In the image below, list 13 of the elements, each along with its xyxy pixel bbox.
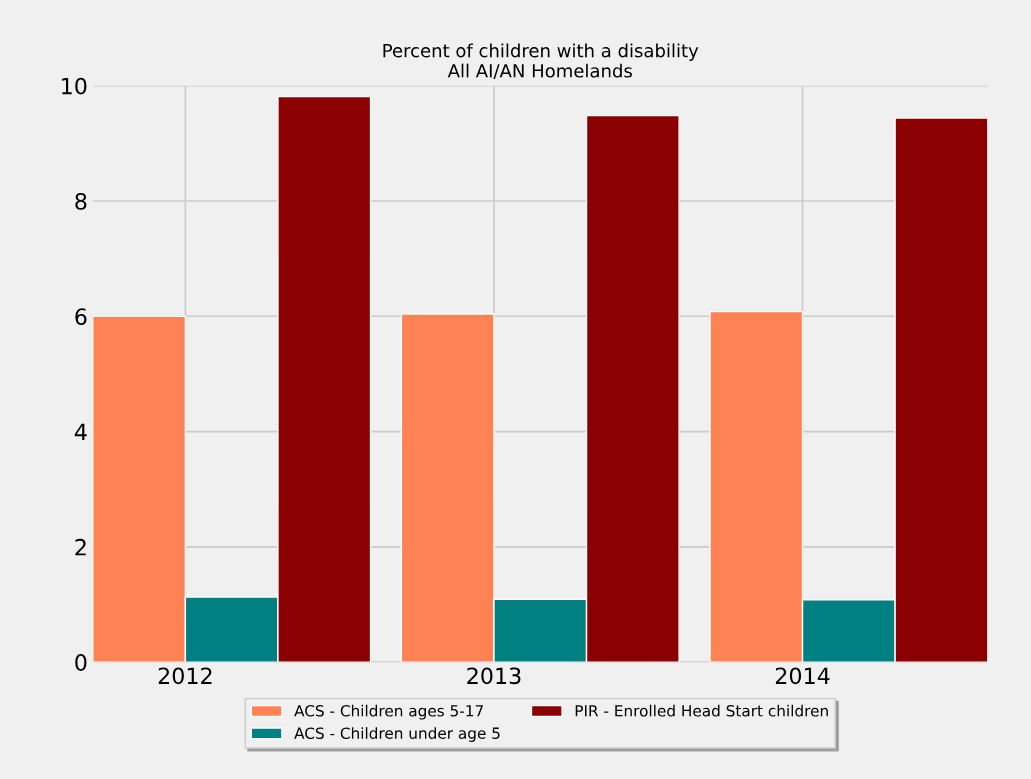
- x-tick-label: 2014: [775, 667, 830, 685]
- y-tick-label: 6: [75, 308, 87, 326]
- y-tick-label: 2: [75, 538, 86, 556]
- y-tick-label: 8: [75, 192, 87, 210]
- x-tick-label: 2012: [158, 667, 212, 685]
- legend-label: ACS - Children under age 5: [294, 727, 500, 742]
- chart-title: Percent of children with a disability All AI/AN Homelands: [383, 43, 699, 80]
- legend-label: PIR - Enrolled Head Start children: [575, 704, 828, 717]
- legend-label: ACS - Children ages 5-17: [294, 704, 483, 720]
- y-tick-label: 4: [74, 423, 87, 441]
- x-tick-label: 2013: [467, 667, 521, 685]
- y-tick-label: 10: [62, 77, 87, 95]
- y-tick-label: 0: [75, 654, 87, 671]
